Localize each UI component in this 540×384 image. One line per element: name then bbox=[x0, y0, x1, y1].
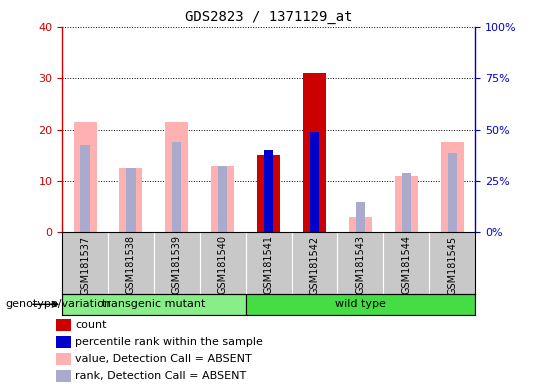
Bar bbox=[56, 336, 71, 348]
Bar bbox=[172, 142, 181, 232]
Bar bbox=[441, 142, 464, 232]
Text: GSM181544: GSM181544 bbox=[401, 235, 411, 295]
Bar bbox=[211, 166, 234, 232]
Text: GSM181541: GSM181541 bbox=[264, 235, 274, 295]
Text: GSM181540: GSM181540 bbox=[218, 235, 228, 295]
Bar bbox=[402, 173, 411, 232]
Text: percentile rank within the sample: percentile rank within the sample bbox=[75, 337, 263, 347]
Text: wild type: wild type bbox=[335, 299, 386, 310]
Bar bbox=[349, 217, 372, 232]
Bar bbox=[264, 150, 273, 232]
Text: GSM181543: GSM181543 bbox=[355, 235, 366, 295]
Text: genotype/variation: genotype/variation bbox=[5, 299, 111, 310]
Bar bbox=[56, 353, 71, 365]
Bar bbox=[303, 73, 326, 232]
Bar bbox=[165, 122, 188, 232]
Bar bbox=[257, 155, 280, 232]
Title: GDS2823 / 1371129_at: GDS2823 / 1371129_at bbox=[185, 10, 353, 25]
Bar bbox=[395, 176, 418, 232]
Bar bbox=[56, 370, 71, 382]
Text: count: count bbox=[75, 320, 106, 331]
Text: GSM181545: GSM181545 bbox=[447, 235, 457, 295]
Text: GSM181539: GSM181539 bbox=[172, 235, 182, 295]
Bar bbox=[448, 153, 457, 232]
Text: rank, Detection Call = ABSENT: rank, Detection Call = ABSENT bbox=[75, 371, 246, 381]
Bar bbox=[310, 132, 319, 232]
Bar bbox=[73, 122, 97, 232]
Text: GSM181538: GSM181538 bbox=[126, 235, 136, 295]
Bar bbox=[126, 168, 136, 232]
Bar bbox=[218, 166, 227, 232]
Text: GSM181542: GSM181542 bbox=[309, 235, 320, 295]
Bar bbox=[62, 294, 246, 315]
Bar bbox=[356, 202, 365, 232]
Bar bbox=[246, 294, 475, 315]
Text: value, Detection Call = ABSENT: value, Detection Call = ABSENT bbox=[75, 354, 252, 364]
Bar bbox=[119, 168, 143, 232]
Bar bbox=[80, 145, 90, 232]
Text: GSM181537: GSM181537 bbox=[80, 235, 90, 295]
Text: transgenic mutant: transgenic mutant bbox=[102, 299, 206, 310]
Bar bbox=[56, 319, 71, 331]
